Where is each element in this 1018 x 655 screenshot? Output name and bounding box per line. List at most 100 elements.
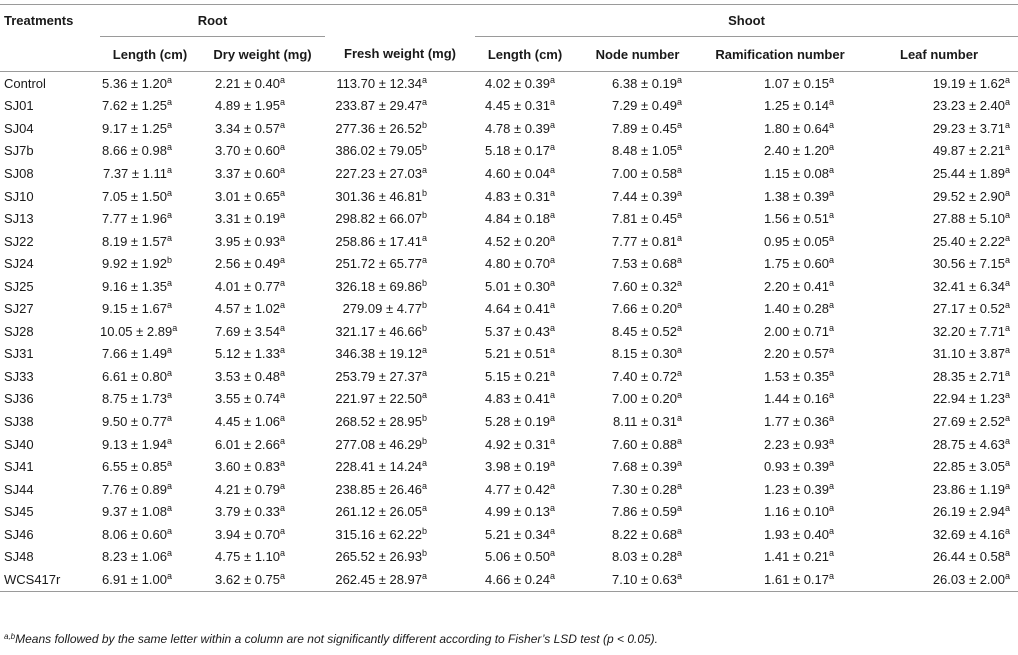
cell-value: 2.56 ± 0.49: [215, 256, 280, 272]
value-cell: 4.83 ± 0.31a: [475, 185, 575, 208]
value-cell: 6.91 ± 1.00a: [100, 568, 200, 592]
value-cell: 32.69 ± 4.16a: [860, 523, 1018, 546]
cell-value: 265.52 ± 26.93: [335, 549, 422, 565]
significance-letter: a: [829, 210, 835, 221]
significance-letter: a: [166, 345, 172, 356]
significance-letter: a: [280, 164, 286, 175]
significance-letter: a: [422, 503, 428, 514]
cell-value: 277.36 ± 26.52: [335, 120, 422, 136]
cell-value: 9.13 ± 1.94: [102, 436, 167, 452]
value-cell: 25.44 ± 1.89a: [860, 162, 1018, 185]
value-cell: 238.85 ± 26.46a: [325, 478, 475, 501]
significance-letter: a: [166, 367, 172, 378]
significance-letter: a: [829, 164, 835, 175]
value-cell: 8.06 ± 0.60a: [100, 523, 200, 546]
value-cell: 3.95 ± 0.93a: [200, 230, 325, 253]
group-header-shoot: Shoot: [475, 4, 1018, 37]
treatment-cell: SJ45: [4, 504, 34, 520]
col-header-root-dry-weight: Dry weight (mg): [200, 36, 326, 72]
significance-letter: a: [677, 300, 683, 311]
cell-value: 49.87 ± 2.21: [932, 143, 1006, 159]
cell-value: 4.99 ± 0.13: [485, 504, 550, 520]
significance-letter: a: [550, 74, 556, 85]
significance-letter: a: [280, 187, 286, 198]
value-cell: 228.41 ± 14.24a: [325, 455, 475, 478]
cell-value: 27.69 ± 2.52: [932, 413, 1006, 429]
significance-letter: a: [829, 232, 835, 243]
cell-value: 298.82 ± 66.07: [335, 211, 422, 227]
value-cell: 9.92 ± 1.92b: [100, 252, 200, 275]
value-cell: 2.23 ± 0.93a: [700, 433, 860, 456]
cell-value: 5.15 ± 0.21: [485, 368, 550, 384]
significance-letter: a: [829, 480, 835, 491]
value-cell: 27.17 ± 0.52a: [860, 297, 1018, 320]
treatment-cell: SJ24: [4, 256, 34, 272]
significance-letter: a: [280, 458, 286, 469]
significance-letter: a: [550, 277, 556, 288]
significance-letter: a: [280, 322, 286, 333]
cell-value: 1.40 ± 0.28: [764, 301, 829, 317]
value-cell: 3.60 ± 0.83a: [200, 455, 325, 478]
cell-value: 30.56 ± 7.15: [932, 256, 1006, 272]
significance-letter: a: [166, 548, 172, 559]
significance-letter: a: [550, 390, 556, 401]
cell-value: 5.21 ± 0.34: [485, 526, 550, 542]
significance-letter: a: [550, 367, 556, 378]
value-cell: 386.02 ± 79.05b: [325, 140, 475, 163]
value-cell: 265.52 ± 26.93b: [325, 545, 475, 568]
value-cell: 2.20 ± 0.41a: [700, 275, 860, 298]
significance-letter: b: [422, 187, 428, 198]
significance-letter: a: [829, 97, 835, 108]
significance-letter: a: [829, 548, 835, 559]
cell-value: 3.34 ± 0.57: [215, 120, 280, 136]
significance-letter: a: [422, 570, 428, 581]
significance-letter: a: [1005, 412, 1011, 423]
value-cell: 28.35 ± 2.71a: [860, 365, 1018, 388]
cell-value: 0.95 ± 0.05: [764, 233, 829, 249]
cell-value: 315.16 ± 62.22: [335, 526, 422, 542]
significance-letter: a: [166, 525, 172, 536]
cell-value: 2.00 ± 0.71: [764, 323, 829, 339]
significance-letter: a: [280, 119, 286, 130]
significance-letter: a: [550, 119, 556, 130]
value-cell: 9.16 ± 1.35a: [100, 275, 200, 298]
cell-value: 22.85 ± 3.05: [932, 459, 1006, 475]
cell-value: 9.37 ± 1.08: [102, 504, 167, 520]
value-cell: 22.85 ± 3.05a: [860, 455, 1018, 478]
significance-letter: a: [1005, 480, 1011, 491]
cell-value: 3.37 ± 0.60: [215, 165, 280, 181]
value-cell: 7.10 ± 0.63a: [575, 568, 701, 592]
significance-letter: a: [166, 390, 172, 401]
cell-value: 238.85 ± 26.46: [335, 481, 422, 497]
significance-letter: b: [422, 548, 428, 559]
value-cell: 7.44 ± 0.39a: [575, 185, 700, 208]
cell-value: 233.87 ± 29.47: [335, 98, 422, 114]
significance-letter: a: [550, 480, 556, 491]
cell-value: 3.31 ± 0.19: [215, 211, 280, 227]
cell-value: 1.38 ± 0.39: [764, 188, 829, 204]
table-row: SJ08 7.37 ± 1.11a 3.37 ± 0.60a 227.23 ± 27.…: [0, 162, 1018, 185]
significance-letter: a: [166, 142, 172, 153]
value-cell: 1.61 ± 0.17a: [700, 568, 861, 592]
treatment-cell: SJ33: [4, 368, 34, 384]
cell-value: 3.01 ± 0.65: [215, 188, 280, 204]
significance-letter: a: [1005, 322, 1011, 333]
cell-value: 5.12 ± 1.33: [215, 346, 280, 362]
value-cell: 1.38 ± 0.39a: [700, 185, 860, 208]
cell-value: 1.44 ± 0.16: [764, 391, 829, 407]
significance-letter: b: [422, 525, 428, 536]
significance-letter: a: [1005, 345, 1011, 356]
value-cell: 7.30 ± 0.28a: [575, 478, 700, 501]
table-row: SJ28 10.05 ± 2.89a 7.69 ± 3.54a 321.17 ± 46…: [0, 320, 1018, 343]
group-header-root: Root: [100, 4, 326, 37]
table-row: SJ33 6.61 ± 0.80a 3.53 ± 0.48a 253.79 ± 27.…: [0, 365, 1018, 388]
cell-value: 3.62 ± 0.75: [215, 571, 280, 587]
treatment-cell: SJ13: [4, 211, 34, 227]
value-cell: 5.15 ± 0.21a: [475, 365, 575, 388]
cell-value: 6.91 ± 1.00: [102, 571, 167, 587]
significance-letter: a: [166, 458, 172, 469]
cell-value: 262.45 ± 28.97: [335, 571, 422, 587]
cell-value: 301.36 ± 46.81: [335, 188, 422, 204]
significance-letter: a: [829, 142, 835, 153]
